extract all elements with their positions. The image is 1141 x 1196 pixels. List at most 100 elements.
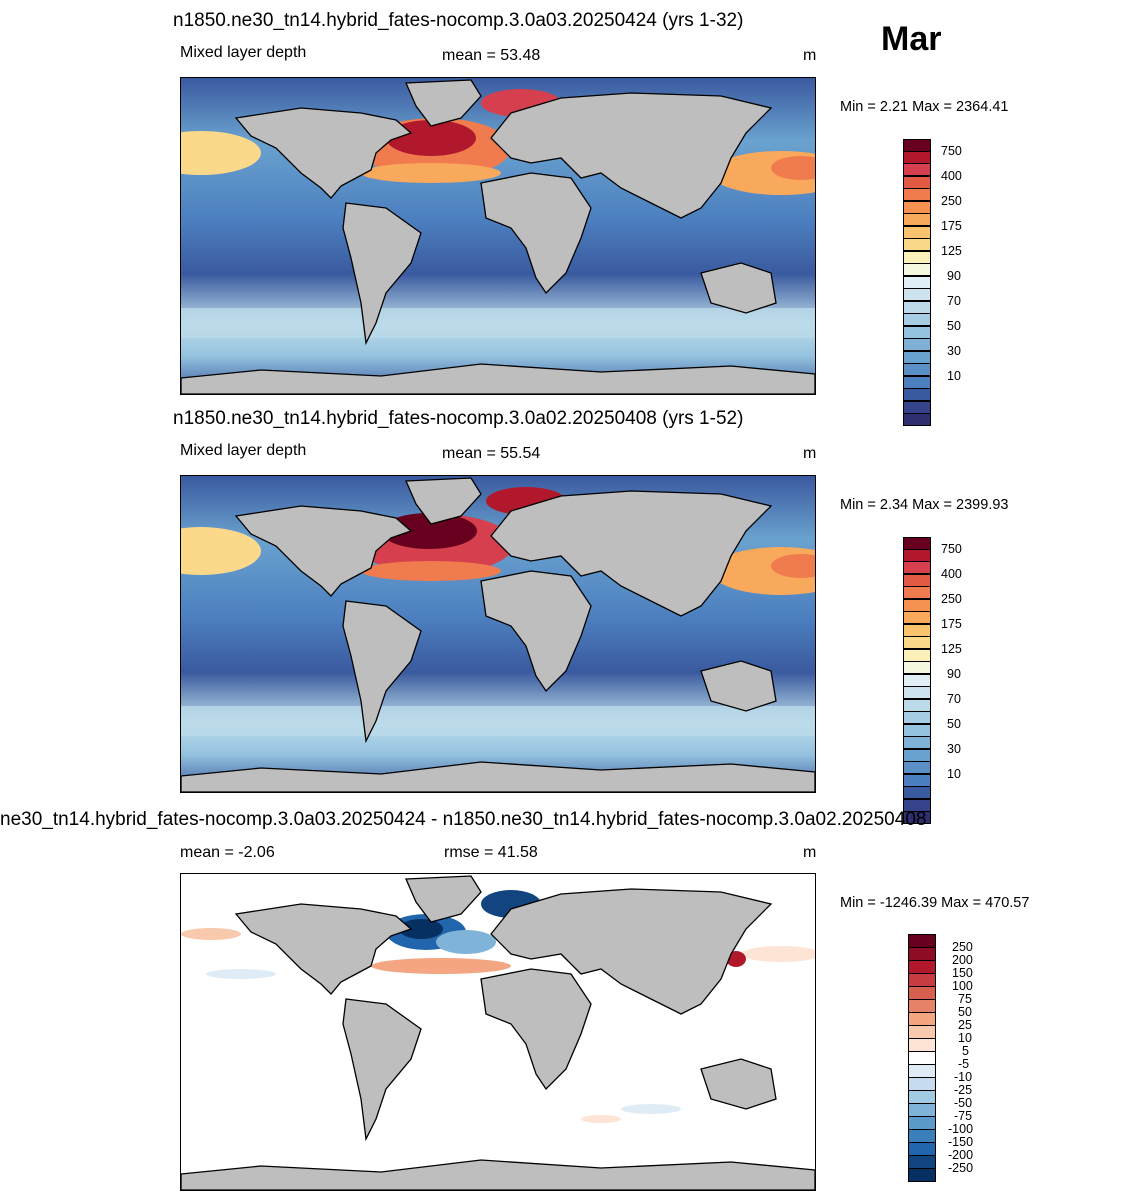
labrador-sea-deep-ml	[381, 513, 477, 549]
colorbar-swatch	[908, 934, 936, 948]
panel-1-units-label: m	[803, 47, 817, 64]
colorbar-swatch	[903, 163, 931, 176]
colorbar-swatch	[903, 811, 931, 824]
colorbar-label: 50	[958, 1005, 972, 1019]
colorbar-label: 70	[947, 294, 961, 308]
gulf-stream-ml	[361, 163, 501, 183]
panel-2-title: n1850.ne30_tn14.hybrid_fates-nocomp.3.0a…	[173, 408, 744, 429]
positive-anomaly	[371, 958, 511, 974]
greenland	[405, 875, 482, 923]
colorbar-label: 90	[947, 269, 961, 283]
colorbar-label: -200	[948, 1148, 974, 1162]
panel-1-mean-label: mean = 53.48	[442, 47, 541, 64]
colorbar-swatch	[903, 611, 931, 624]
africa	[480, 570, 592, 693]
colorbar-swatch	[903, 338, 931, 351]
north-america	[234, 107, 413, 199]
colorbar-label: -10	[954, 1070, 973, 1084]
colorbar-swatch	[903, 586, 931, 599]
antarctica	[181, 363, 815, 394]
colorbar-label: -100	[948, 1122, 974, 1136]
panel-1-title: n1850.ne30_tn14.hybrid_fates-nocomp.3.0a…	[173, 10, 744, 31]
panel-3-title: ne30_tn14.hybrid_fates-nocomp.3.0a03.202…	[0, 809, 927, 830]
panel-2-variable-label: Mixed layer depth	[180, 442, 307, 459]
north-atlantic-negative-fringe	[436, 930, 496, 954]
colorbar-label: -50	[954, 1096, 973, 1110]
colorbar-swatch	[908, 1129, 936, 1143]
south-america	[342, 998, 422, 1142]
colorbar-label: 250	[941, 194, 962, 208]
colorbar-label: 400	[941, 567, 962, 581]
australia	[700, 262, 777, 314]
panel-3-mean-label: mean = -2.06	[180, 844, 275, 861]
colorbar-swatch	[908, 1064, 936, 1078]
colorbar-swatch	[903, 388, 931, 401]
colorbar-swatch	[903, 288, 931, 301]
colorbar-label: -25	[954, 1083, 973, 1097]
colorbar-label: -250	[948, 1161, 974, 1175]
colorbar-label: 50	[947, 319, 961, 333]
panel-2-map-svg	[181, 476, 815, 792]
colorbar-swatch	[908, 1155, 936, 1169]
colorbar-label: 25	[958, 1018, 972, 1032]
colorbar-swatch	[903, 661, 931, 674]
panel-2-mean-label: mean = 55.54	[442, 445, 541, 462]
month-label: Mar	[881, 20, 942, 58]
continents	[181, 79, 815, 394]
colorbar-label: 125	[941, 642, 962, 656]
colorbar-label: 750	[941, 542, 962, 556]
colorbar-swatch	[903, 263, 931, 276]
colorbar-swatch	[908, 1025, 936, 1039]
negative-anomaly	[206, 969, 276, 979]
colorbar-label: 75	[958, 992, 972, 1006]
colorbar-label: 400	[941, 169, 962, 183]
antarctica	[181, 761, 815, 792]
colorbar-label: 175	[941, 617, 962, 631]
colorbar-label: 750	[941, 144, 962, 158]
colorbar-swatch	[903, 686, 931, 699]
colorbar-swatch	[908, 973, 936, 987]
colorbar-swatch	[908, 947, 936, 961]
panel-3-map-svg	[181, 874, 815, 1190]
antarctica	[181, 1159, 815, 1190]
colorbar-swatch	[903, 413, 931, 426]
colorbar-label: 175	[941, 219, 962, 233]
south-america	[342, 600, 422, 744]
colorbar-label: -150	[948, 1135, 974, 1149]
panel-3-rmse-label: rmse = 41.58	[444, 844, 538, 861]
panel-2-units-label: m	[803, 445, 817, 462]
africa	[480, 968, 592, 1091]
southern-ocean-band	[181, 706, 815, 736]
colorbar-swatch	[903, 786, 931, 799]
north-america	[234, 505, 413, 597]
africa	[480, 172, 592, 295]
colorbar-swatch	[903, 213, 931, 226]
colorbar-swatch	[908, 1168, 936, 1182]
colorbar-swatch	[903, 363, 931, 376]
australia	[700, 1058, 777, 1110]
australia	[700, 660, 777, 712]
colorbar-swatch	[908, 1012, 936, 1026]
colorbar-swatch	[903, 561, 931, 574]
gulf-stream-ml	[361, 561, 501, 581]
colorbar-label: 90	[947, 667, 961, 681]
positive-anomaly	[581, 1115, 621, 1123]
colorbar-label: 5	[962, 1044, 969, 1058]
colorbar-label: 30	[947, 344, 961, 358]
colorbar-swatch	[903, 313, 931, 326]
kuroshio-deep-ml	[771, 156, 815, 180]
colorbar-swatch	[908, 960, 936, 974]
colorbar-swatch	[908, 1103, 936, 1117]
continents	[181, 477, 815, 792]
north-america	[234, 903, 413, 995]
panel-3-map	[180, 873, 816, 1191]
colorbar-swatch	[908, 1142, 936, 1156]
north-pacific-deep-ml-west	[181, 131, 261, 175]
labrador-sea-deep-ml	[386, 120, 476, 156]
colorbar-label: 70	[947, 692, 961, 706]
colorbar-label: -75	[954, 1109, 973, 1123]
north-pacific-deep-ml-west	[181, 527, 261, 575]
colorbar-label: 10	[947, 369, 961, 383]
panel-1-minmax-label: Min = 2.21 Max = 2364.41	[840, 99, 1009, 115]
europe-asia	[490, 490, 773, 617]
